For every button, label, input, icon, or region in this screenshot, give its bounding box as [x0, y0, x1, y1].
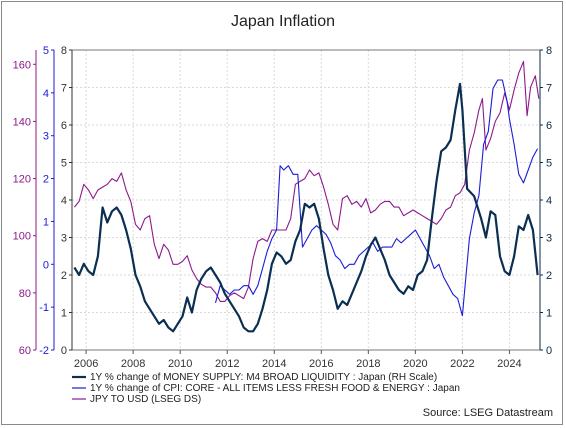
- chart-title: Japan Inflation: [231, 13, 335, 30]
- y-tick-label-left_m4: 4: [61, 195, 67, 207]
- legend-entry: JPY TO USD (LSEG DS): [90, 394, 201, 405]
- axes: 2006 2008 2010 2012 2014 2016 2018 2020 2022 2024…: [13, 45, 552, 370]
- x-tick-label: 2008: [121, 358, 145, 370]
- y-tick-label-jpy: 100: [13, 231, 31, 243]
- x-tick-label: 2024: [497, 358, 521, 370]
- y-tick-label-jpy: 120: [13, 174, 31, 186]
- y-tick-label-right_m4: 6: [546, 120, 552, 132]
- y-tick-label-left_m4: 7: [61, 83, 67, 95]
- y-tick-label-right_m4: 0: [546, 345, 552, 357]
- y-tick-label-right_m4: 4: [546, 195, 552, 207]
- x-tick-label: 2010: [168, 358, 192, 370]
- y-tick-label-left_m4: 2: [61, 270, 67, 282]
- legend-entry: 1Y % change of CPI: CORE - ALL ITEMS LES…: [90, 383, 460, 394]
- x-tick-label: 2006: [74, 358, 98, 370]
- x-tick-label: 2016: [309, 358, 333, 370]
- y-tick-label-left_m4: 8: [61, 45, 67, 57]
- grid-lines: [72, 49, 540, 351]
- series-line-cpi: [214, 79, 539, 317]
- legend-entry: 1Y % change of MONEY SUPPLY: M4 BROAD LI…: [90, 372, 437, 383]
- y-tick-label-left_m4: 6: [61, 120, 67, 132]
- x-tick-label: 2022: [450, 358, 474, 370]
- y-tick-label-left_m4: 3: [61, 233, 67, 245]
- source-note: Source: LSEG Datastream: [423, 407, 553, 419]
- x-tick-label: 2012: [215, 358, 239, 370]
- y-tick-label-right_m4: 2: [546, 270, 552, 282]
- y-tick-label-jpy: 80: [19, 288, 31, 300]
- y-tick-label-cpi: 5: [43, 45, 49, 57]
- y-tick-label-left_m4: 1: [61, 308, 67, 320]
- y-tick-label-right_m4: 5: [546, 158, 552, 170]
- x-tick-label: 2014: [262, 358, 286, 370]
- y-tick-label-cpi: 4: [43, 88, 49, 100]
- y-tick-label-jpy: 60: [19, 345, 31, 357]
- y-tick-label-cpi: 2: [43, 174, 49, 186]
- y-tick-label-jpy: 160: [13, 59, 31, 71]
- y-tick-label-cpi: -1: [39, 302, 49, 314]
- y-tick-label-left_m4: 0: [61, 345, 67, 357]
- x-tick-label: 2020: [403, 358, 427, 370]
- y-tick-label-cpi: 3: [43, 131, 49, 143]
- x-tick-label: 2018: [356, 358, 380, 370]
- y-tick-label-right_m4: 1: [546, 308, 552, 320]
- y-tick-label-right_m4: 8: [546, 45, 552, 57]
- series-line-right_m4: [73, 82, 539, 333]
- series-lines: [73, 60, 540, 333]
- y-tick-label-left_m4: 5: [61, 158, 67, 170]
- legend: 1Y % change of MONEY SUPPLY: M4 BROAD LI…: [72, 372, 460, 405]
- y-tick-label-cpi: 1: [43, 216, 49, 228]
- series-line-jpy: [73, 60, 540, 302]
- y-tick-label-jpy: 140: [13, 116, 31, 128]
- y-tick-label-cpi: 0: [43, 259, 49, 271]
- y-tick-label-cpi: -2: [39, 345, 49, 357]
- y-tick-label-right_m4: 3: [546, 233, 552, 245]
- y-tick-label-right_m4: 7: [546, 83, 552, 95]
